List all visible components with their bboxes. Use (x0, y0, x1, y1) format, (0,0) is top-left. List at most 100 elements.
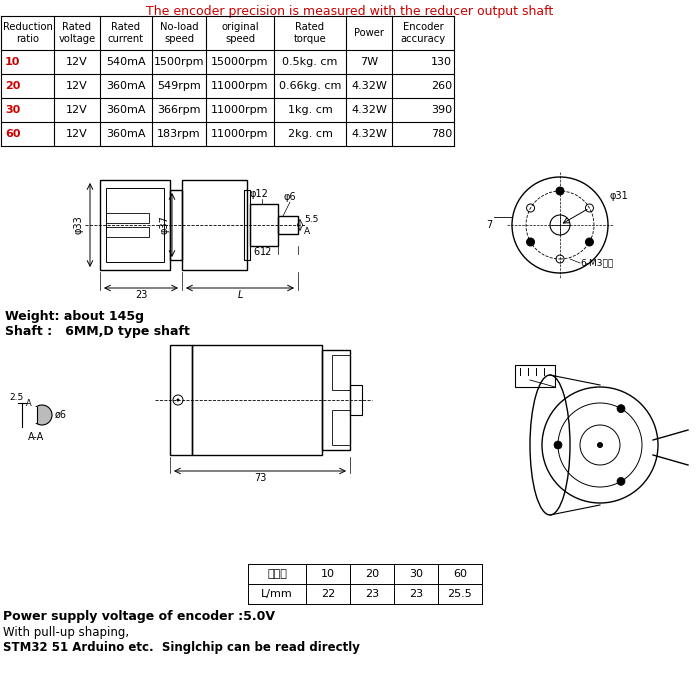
Text: 4.32W: 4.32W (351, 81, 387, 91)
Circle shape (617, 405, 625, 412)
Circle shape (597, 442, 603, 448)
Text: 7W: 7W (360, 57, 378, 67)
Text: 12V: 12V (66, 57, 88, 67)
Text: A: A (26, 399, 32, 407)
Text: With pull-up shaping,: With pull-up shaping, (3, 626, 129, 639)
Bar (350, 385, 362, 415)
Text: 7: 7 (486, 220, 492, 230)
Bar (250, 204, 278, 246)
Text: φ12: φ12 (250, 189, 268, 199)
Text: Reduction
ratio: Reduction ratio (3, 22, 52, 44)
Bar (278, 216, 298, 234)
Text: 25.5: 25.5 (447, 589, 473, 599)
Text: 390: 390 (431, 105, 452, 115)
Text: 23: 23 (365, 589, 379, 599)
Text: Rated
voltage: Rated voltage (58, 22, 96, 44)
Bar (192, 345, 322, 455)
Text: 22: 22 (321, 589, 335, 599)
Text: 73: 73 (254, 473, 266, 483)
Text: Encoder
accuracy: Encoder accuracy (400, 22, 446, 44)
Text: 2kg. cm: 2kg. cm (288, 129, 332, 139)
Circle shape (585, 238, 594, 246)
Text: A-A: A-A (28, 432, 44, 442)
Bar (106, 188, 164, 262)
Text: 20: 20 (365, 569, 379, 579)
Text: 360mA: 360mA (106, 105, 146, 115)
Text: 183rpm: 183rpm (158, 129, 201, 139)
Text: Shaft :   6MM,D type shaft: Shaft : 6MM,D type shaft (5, 325, 190, 338)
Bar (322, 350, 350, 450)
Text: 30: 30 (5, 105, 20, 115)
Text: Power: Power (354, 28, 384, 38)
Text: original
speed: original speed (221, 22, 259, 44)
Text: 260: 260 (431, 81, 452, 91)
Text: 540mA: 540mA (106, 57, 146, 67)
Bar (332, 410, 350, 445)
Text: Weight: about 145g: Weight: about 145g (5, 310, 144, 323)
Text: 360mA: 360mA (106, 129, 146, 139)
Text: 6-M3均布: 6-M3均布 (580, 259, 613, 268)
Text: φ6: φ6 (284, 192, 296, 202)
Text: Rated
current: Rated current (108, 22, 144, 44)
Bar (515, 365, 555, 387)
Text: 11000rpm: 11000rpm (211, 129, 269, 139)
Text: 2.5: 2.5 (9, 392, 23, 401)
Text: 12V: 12V (66, 129, 88, 139)
Circle shape (617, 477, 625, 486)
Bar (100, 180, 170, 270)
Bar (332, 355, 350, 390)
Text: 1kg. cm: 1kg. cm (288, 105, 332, 115)
Text: 5.5: 5.5 (304, 215, 318, 224)
Text: Rated
torque: Rated torque (293, 22, 326, 44)
Text: L: L (237, 290, 243, 300)
Text: 0.66kg. cm: 0.66kg. cm (279, 81, 341, 91)
Text: No-load
speed: No-load speed (160, 22, 198, 44)
Text: The encoder precision is measured with the reducer output shaft: The encoder precision is measured with t… (146, 5, 554, 18)
Text: φ33: φ33 (73, 215, 83, 235)
Text: L/mm: L/mm (261, 589, 293, 599)
Text: 60: 60 (453, 569, 467, 579)
Text: STM32 51 Arduino etc.  Singlchip can be read directly: STM32 51 Arduino etc. Singlchip can be r… (3, 641, 360, 654)
Text: 366rpm: 366rpm (158, 105, 201, 115)
Text: 15000rpm: 15000rpm (211, 57, 269, 67)
Text: 23: 23 (409, 589, 423, 599)
Circle shape (526, 238, 535, 246)
Bar (244, 190, 250, 260)
Circle shape (556, 187, 564, 195)
Bar (170, 190, 182, 260)
Text: 12: 12 (260, 247, 272, 257)
Text: 1500rpm: 1500rpm (154, 57, 204, 67)
Text: 30: 30 (409, 569, 423, 579)
Text: 4.32W: 4.32W (351, 129, 387, 139)
Text: 23: 23 (135, 290, 147, 300)
Text: 6: 6 (253, 247, 259, 257)
Bar (170, 345, 192, 455)
Bar (182, 180, 247, 270)
Text: 11000rpm: 11000rpm (211, 105, 269, 115)
Text: 12V: 12V (66, 81, 88, 91)
Text: 减速比: 减速比 (267, 569, 287, 579)
Text: 4.32W: 4.32W (351, 105, 387, 115)
Text: 10: 10 (321, 569, 335, 579)
Text: 10: 10 (5, 57, 20, 67)
Text: ø6: ø6 (55, 410, 67, 420)
Text: A: A (304, 226, 310, 235)
Text: 360mA: 360mA (106, 81, 146, 91)
Text: 549rpm: 549rpm (157, 81, 201, 91)
Circle shape (32, 405, 52, 425)
Text: 11000rpm: 11000rpm (211, 81, 269, 91)
Bar (106, 227, 149, 237)
Text: 60: 60 (5, 129, 20, 139)
Text: 0.5kg. cm: 0.5kg. cm (282, 57, 337, 67)
Bar (31, 407, 37, 423)
Text: φ37: φ37 (159, 215, 169, 235)
Circle shape (176, 399, 179, 401)
Text: φ31: φ31 (610, 191, 628, 201)
Text: 130: 130 (431, 57, 452, 67)
Text: 780: 780 (430, 129, 452, 139)
Text: Power supply voltage of encoder :5.0V: Power supply voltage of encoder :5.0V (3, 610, 275, 623)
Circle shape (554, 441, 562, 449)
Text: 20: 20 (5, 81, 20, 91)
Text: 12V: 12V (66, 105, 88, 115)
Bar (106, 213, 149, 223)
